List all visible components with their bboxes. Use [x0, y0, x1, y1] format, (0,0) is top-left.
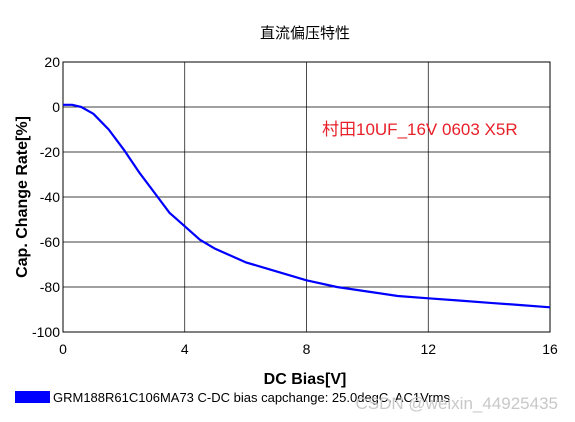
y-tick-label: 0	[52, 99, 60, 115]
y-axis-label: Cap. Change Rate[%]	[14, 116, 31, 278]
x-tick-label: 16	[542, 341, 558, 357]
plot-frame	[62, 61, 551, 333]
y-tick-label: -20	[40, 144, 60, 160]
chart-annotation: 村田10UF_16V 0603 X5R	[322, 120, 518, 139]
y-tick-label: 20	[44, 54, 60, 70]
chart-title: 直流偏压特性	[260, 25, 350, 42]
legend-label: GRM188R61C106MA73 C-DC bias capchange: 2…	[53, 390, 450, 405]
y-tick-label: -100	[32, 324, 60, 340]
x-axis-label: DC Bias[V]	[264, 371, 347, 388]
y-tick-label: -80	[40, 279, 60, 295]
series-line	[63, 103, 551, 309]
watermark: CSDN @weixin_44925435	[356, 394, 558, 413]
x-tick-label: 8	[303, 341, 311, 357]
x-tick-label: 4	[181, 341, 189, 357]
y-tick-label: -60	[40, 234, 60, 250]
x-tick-label: 12	[420, 341, 436, 357]
plot-area: 0 4 8 12 16 20 0 -20 -40 -60 -80 -100	[32, 54, 558, 357]
x-tick-label: 0	[59, 341, 67, 357]
legend-swatch	[15, 391, 50, 403]
y-tick-label: -40	[40, 189, 60, 205]
